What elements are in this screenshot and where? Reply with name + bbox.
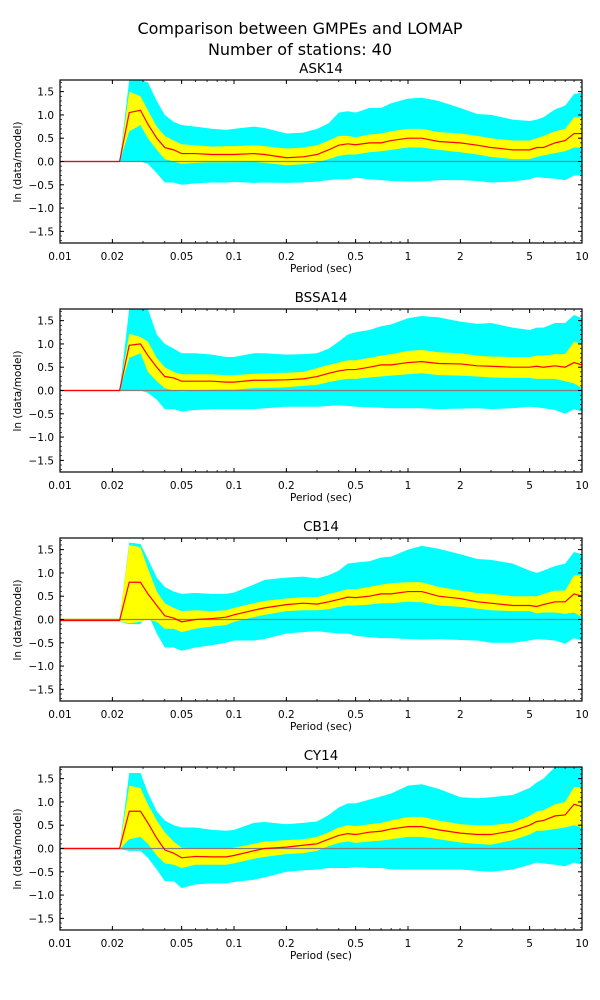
y-tick-label: −0.5 [29, 180, 55, 192]
subplot-title: CB14 [303, 519, 339, 535]
x-tick-label: 0.1 [226, 480, 243, 492]
y-tick-label: −1.0 [29, 432, 55, 444]
y-tick-label: 0.5 [37, 591, 54, 603]
figure-title-line1: Comparison between GMPEs and LOMAP [137, 19, 462, 38]
figure-title-line2: Number of stations: 40 [208, 40, 392, 59]
x-tick-label: 0.1 [226, 938, 243, 950]
x-tick-label: 5 [526, 938, 533, 950]
x-tick-label: 0.2 [278, 709, 295, 721]
x-tick-label: 2 [457, 251, 464, 263]
x-tick-label: 0.5 [347, 938, 364, 950]
band-1sigma [60, 785, 582, 869]
x-tick-label: 0.01 [48, 709, 71, 721]
y-tick-label: 0.0 [37, 157, 54, 169]
subplot-cy14: CY14 Period (sec) ln (data/model) 0.01 0.… [12, 748, 589, 962]
x-tick-label: 0.05 [170, 938, 193, 950]
y-tick-label: 0.5 [37, 820, 54, 832]
x-tick-label: 10 [575, 251, 588, 263]
y-tick-label: 0.5 [37, 362, 54, 374]
x-tick-label: 0.02 [101, 938, 124, 950]
y-axis-label: ln (data/model) [12, 809, 24, 890]
y-tick-label: 1.5 [37, 545, 54, 557]
y-tick-label: 0.0 [37, 615, 54, 627]
x-tick-label: 1 [405, 251, 412, 263]
x-tick-label: 0.01 [48, 938, 71, 950]
x-tick-label: 2 [457, 709, 464, 721]
mean-line [60, 109, 582, 163]
x-tick-label: 0.02 [101, 480, 124, 492]
x-tick-label: 5 [526, 480, 533, 492]
x-tick-label: 2 [457, 480, 464, 492]
mean-line [60, 803, 582, 859]
x-tick-label: 10 [575, 709, 588, 721]
y-tick-label: 1.0 [37, 110, 54, 122]
x-tick-label: 10 [575, 938, 588, 950]
y-tick-label: 1.5 [37, 774, 54, 786]
y-tick-label: 1.5 [37, 316, 54, 328]
x-tick-label: 0.05 [170, 251, 193, 263]
x-tick-label: 0.5 [347, 480, 364, 492]
y-tick-label: 1.0 [37, 568, 54, 580]
y-tick-label: −1.0 [29, 203, 55, 215]
x-tick-label: 1 [405, 709, 412, 721]
x-tick-label: 1 [405, 938, 412, 950]
x-tick-label: 10 [575, 480, 588, 492]
y-tick-label: −1.5 [29, 226, 55, 238]
y-axis-label: ln (data/model) [12, 580, 24, 661]
x-tick-label: 0.01 [48, 480, 71, 492]
x-tick-label: 0.05 [170, 709, 193, 721]
mean-line [60, 581, 582, 623]
x-tick-label: 0.1 [226, 251, 243, 263]
y-tick-label: 1.5 [37, 87, 54, 99]
x-tick-label: 0.2 [278, 251, 295, 263]
x-tick-label: 2 [457, 938, 464, 950]
x-tick-label: 0.01 [48, 251, 71, 263]
subplot-title: ASK14 [299, 61, 343, 77]
y-axis-label: ln (data/model) [12, 351, 24, 432]
y-tick-label: −1.5 [29, 455, 55, 467]
subplot-cb14: CB14 Period (sec) ln (data/model) 0.01 0.… [12, 519, 589, 733]
x-tick-label: 5 [526, 251, 533, 263]
y-tick-label: 1.0 [37, 797, 54, 809]
y-tick-label: −1.5 [29, 913, 55, 925]
band-1sigma [60, 91, 582, 166]
subplot-title: BSSA14 [295, 290, 348, 306]
y-tick-label: 0.5 [37, 133, 54, 145]
y-tick-label: −1.5 [29, 684, 55, 696]
x-axis-label: Period (sec) [290, 721, 352, 733]
x-axis-label: Period (sec) [290, 492, 352, 504]
x-tick-label: 1 [405, 480, 412, 492]
x-tick-label: 0.05 [170, 480, 193, 492]
plot-area [60, 542, 582, 651]
x-tick-label: 0.02 [101, 251, 124, 263]
plot-area [60, 767, 582, 889]
y-tick-label: 1.0 [37, 339, 54, 351]
x-tick-label: 0.1 [226, 709, 243, 721]
band-1sigma [60, 333, 582, 392]
x-tick-label: 0.2 [278, 480, 295, 492]
x-tick-label: 0.02 [101, 709, 124, 721]
x-axis-label: Period (sec) [290, 950, 352, 962]
x-axis-label: Period (sec) [290, 263, 352, 275]
y-tick-label: −0.5 [29, 409, 55, 421]
x-tick-label: 0.5 [347, 709, 364, 721]
y-tick-label: 0.0 [37, 386, 54, 398]
y-tick-label: −1.0 [29, 661, 55, 673]
plot-area [60, 80, 582, 185]
x-tick-label: 0.5 [347, 251, 364, 263]
y-tick-label: −1.0 [29, 890, 55, 902]
y-axis-label: ln (data/model) [12, 122, 24, 203]
mean-line [60, 343, 582, 392]
subplot-ask14: ASK14 Period (sec) ln (data/model) 0.01 0… [12, 61, 589, 275]
subplot-title: CY14 [304, 748, 339, 764]
y-tick-label: −0.5 [29, 638, 55, 650]
x-tick-label: 0.2 [278, 938, 295, 950]
y-tick-label: −0.5 [29, 867, 55, 879]
plot-area [60, 309, 582, 414]
x-tick-label: 5 [526, 709, 533, 721]
y-tick-label: 0.0 [37, 844, 54, 856]
subplot-bssa14: BSSA14 Period (sec) ln (data/model) 0.01… [12, 290, 589, 504]
